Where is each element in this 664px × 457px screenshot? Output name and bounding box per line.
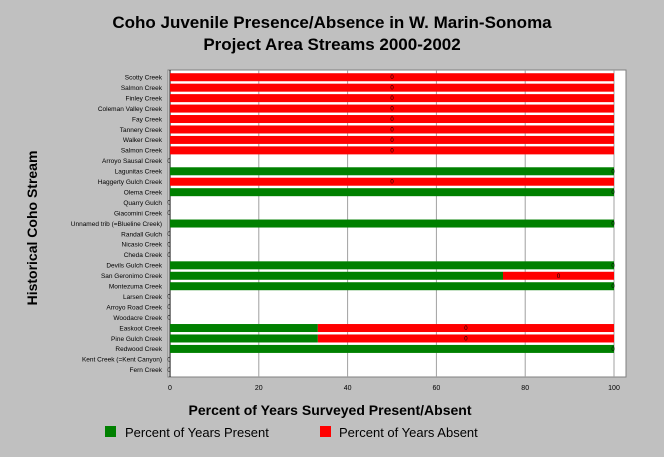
bar-present	[170, 282, 614, 291]
data-label: 0	[167, 295, 171, 301]
category-label: Fay Creek	[132, 116, 163, 123]
data-label: 0	[390, 138, 394, 144]
data-label: 0	[167, 211, 171, 217]
data-label: 0	[167, 316, 171, 322]
data-labels: 0 0 0 0 0 0 0 0 0 0 0 0 0 0 0 0 0 0 0 0 0 0 0 0 0 0 0 0 0	[167, 75, 615, 374]
bar-present	[170, 167, 614, 176]
bars	[170, 73, 614, 353]
x-tick-label: 40	[344, 385, 352, 392]
bar-absent	[170, 135, 614, 144]
bar-absent	[170, 115, 614, 124]
category-label: Finley Creek	[126, 95, 163, 102]
category-label: Salmon Creek	[121, 85, 163, 92]
bar-present	[170, 324, 318, 333]
category-label: Kent Creek (=Kent Canyon)	[82, 357, 162, 364]
y-axis-title: Historical Coho Stream	[24, 151, 40, 306]
bar-absent	[170, 73, 614, 82]
data-label: 0	[390, 127, 394, 133]
category-label: Scotty Creek	[125, 75, 163, 82]
x-tick-label: 0	[168, 385, 172, 392]
category-label: Randall Gulch	[121, 231, 162, 238]
bar-absent	[170, 146, 614, 155]
bar-absent	[170, 125, 614, 134]
bar-present	[170, 344, 614, 353]
category-label: Arroyo Sausal Creek	[102, 158, 163, 165]
bar-present	[170, 188, 614, 197]
data-label: 0	[167, 159, 171, 165]
category-label: Tannery Creek	[120, 127, 163, 134]
bar-absent	[317, 324, 614, 333]
category-label: Giacomini Creek	[114, 210, 163, 217]
x-axis-title: Percent of Years Surveyed Present/Absent	[189, 402, 472, 418]
data-label: 0	[464, 336, 468, 342]
data-label: 0	[390, 75, 394, 81]
category-label: Olema Creek	[124, 189, 163, 196]
data-label: 0	[390, 86, 394, 92]
category-label: Montezuma Creek	[109, 284, 163, 291]
data-label: 0	[557, 274, 561, 280]
category-labels: Scotty Creek Salmon Creek Finley Creek Cole…	[71, 75, 163, 375]
category-label: Redwood Creek	[115, 346, 162, 353]
data-label: 0	[167, 357, 171, 363]
data-label: 0	[167, 305, 171, 311]
data-label: 0	[611, 347, 615, 353]
category-label: San Geronimo Creek	[101, 273, 163, 280]
data-label: 0	[611, 263, 615, 269]
data-label: 0	[611, 190, 615, 196]
category-label: Walker Creek	[123, 137, 163, 144]
bar-absent	[170, 177, 614, 186]
x-tick-label: 20	[255, 385, 263, 392]
category-label: Lagunitas Creek	[115, 169, 163, 176]
bar-absent	[503, 271, 614, 280]
data-label: 0	[167, 253, 171, 259]
x-tick-labels: 0 20 40 60 80 100	[168, 385, 620, 392]
category-label: Woodacre Creek	[113, 315, 162, 322]
legend-label-absent: Percent of Years Absent	[339, 425, 478, 440]
bar-absent	[170, 83, 614, 92]
legend-label-present: Percent of Years Present	[125, 425, 269, 440]
bar-present	[170, 334, 318, 343]
data-label: 0	[390, 96, 394, 102]
data-label: 0	[390, 148, 394, 154]
chart-title-line1: Coho Juvenile Presence/Absence in W. Mar…	[112, 13, 552, 32]
category-label: Quarry Gulch	[123, 200, 162, 207]
data-label: 0	[390, 180, 394, 186]
data-label: 0	[611, 284, 615, 290]
bar-present	[170, 219, 614, 228]
legend-swatch-absent	[320, 426, 331, 437]
x-tick-label: 60	[433, 385, 441, 392]
data-label: 0	[167, 232, 171, 238]
bar-absent	[317, 334, 614, 343]
category-label: Easkoot Creek	[119, 325, 162, 332]
bar-present	[170, 261, 614, 270]
category-label: Devils Gulch Creek	[106, 263, 162, 270]
category-label: Pine Gulch Creek	[111, 336, 163, 343]
data-label: 0	[390, 107, 394, 113]
data-label: 0	[167, 368, 171, 374]
category-label: Fern Creek	[129, 367, 162, 374]
data-label: 0	[167, 242, 171, 248]
bar-absent	[170, 94, 614, 103]
category-label: Arroyo Road Creek	[106, 304, 162, 311]
x-tick-label: 100	[608, 385, 620, 392]
x-tick-label: 80	[521, 385, 529, 392]
data-label: 0	[611, 222, 615, 228]
data-label: 0	[167, 201, 171, 207]
legend: Percent of Years Present Percent of Year…	[105, 425, 478, 440]
data-label: 0	[390, 117, 394, 123]
category-label: Haggerty Gulch Creek	[98, 179, 163, 186]
category-label: Coleman Valley Creek	[98, 106, 163, 113]
legend-swatch-present	[105, 426, 116, 437]
bar-absent	[170, 104, 614, 113]
category-label: Salmon Creek	[121, 148, 163, 155]
data-label: 0	[611, 169, 615, 175]
chart-title-line2: Project Area Streams 2000-2002	[203, 35, 460, 54]
bar-present	[170, 271, 503, 280]
category-label: Nicasio Creek	[122, 242, 163, 249]
category-label: Larsen Creek	[123, 294, 163, 301]
category-label: Cheda Creek	[124, 252, 163, 259]
category-label: Unnamed trib (=Blueline Creek)	[71, 221, 162, 228]
data-label: 0	[464, 326, 468, 332]
